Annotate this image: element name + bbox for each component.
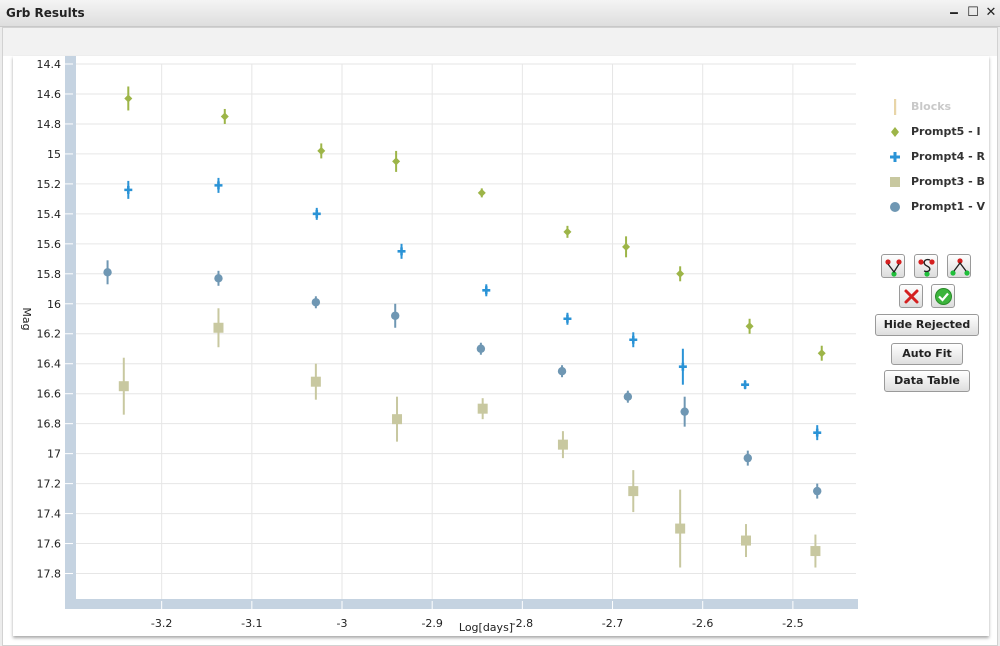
y-tick-label: 17	[47, 448, 61, 461]
prompt4-r-point[interactable]	[312, 209, 321, 218]
prompt3-b-point[interactable]	[118, 381, 129, 392]
prompt4-r-point[interactable]	[813, 428, 822, 437]
chart-plot[interactable]: 14.4 14.6 14.8 15 15.2 15.4 15.6 15.8 16 16.2 16.4…	[13, 56, 989, 636]
y-tick-label: 16.6	[37, 388, 62, 401]
prompt1-v-point[interactable]	[743, 453, 752, 463]
y-tick-label: 17.4	[37, 508, 62, 521]
x-tick-label: -3	[337, 617, 348, 630]
prompt1-v-point[interactable]	[103, 268, 112, 277]
prompt4-r-point[interactable]	[397, 247, 406, 256]
window-title: Grb Results	[6, 6, 85, 20]
y-tick-label: 16.2	[37, 328, 62, 341]
minimize-icon[interactable]: 🗕	[949, 5, 959, 20]
hide-rejected-button[interactable]: Hide Rejected	[875, 314, 979, 336]
x-tick-label: -2.5	[782, 617, 803, 630]
prompt3-b-point[interactable]	[810, 546, 821, 557]
chart-panel: 14.4 14.6 14.8 15 15.2 15.4 15.6 15.8 16 16.2 16.4…	[13, 56, 989, 636]
prompt5-i-point[interactable]	[676, 269, 685, 278]
legend-label: Prompt4 - R	[911, 150, 985, 163]
prompt4-r-point[interactable]	[482, 286, 491, 295]
legend-swatch-diamond-icon	[891, 127, 899, 137]
prompt1-v-point[interactable]	[476, 344, 486, 353]
y-tick-label: 14.8	[37, 118, 62, 131]
y-tick-label: 17.2	[37, 478, 62, 491]
y-tick-label: 15.6	[37, 238, 62, 251]
x-tick-label: -2.8	[512, 617, 533, 630]
prompt5-i-point[interactable]	[477, 188, 486, 197]
maximize-icon[interactable]: ☐	[967, 5, 979, 20]
fit-s-icon[interactable]	[914, 254, 938, 278]
prompt3-b-point[interactable]	[557, 439, 568, 450]
prompt5-i-point[interactable]	[563, 227, 572, 236]
data-table-button[interactable]: Data Table	[884, 370, 970, 392]
prompt3-b-point[interactable]	[628, 486, 639, 497]
prompt5-i-point[interactable]	[124, 94, 133, 103]
toolbar-strip	[3, 28, 997, 56]
prompt3-b-point[interactable]	[675, 523, 686, 534]
prompt4-r-point[interactable]	[629, 335, 638, 344]
fit-v-icon[interactable]	[881, 254, 905, 278]
reject-x-icon[interactable]	[899, 284, 923, 308]
y-tick-label: 15.4	[37, 208, 62, 221]
prompt3-b-point[interactable]	[392, 414, 403, 425]
prompt1-v-point[interactable]	[391, 311, 400, 320]
close-icon[interactable]: ✕	[985, 5, 997, 20]
prompt1-v-point[interactable]	[813, 486, 822, 496]
y-tick-label: 14.4	[37, 58, 62, 71]
prompt5-i-point[interactable]	[817, 349, 826, 358]
prompt5-i-point[interactable]	[745, 322, 754, 331]
x-tick-label: -2.7	[602, 617, 623, 630]
legend-label: Prompt5 - I	[911, 125, 981, 138]
window-titlebar: Grb Results 🗕 ☐ ✕	[0, 0, 1000, 27]
x-tick-label: -3.2	[151, 617, 172, 630]
legend-swatch-square-icon	[890, 177, 900, 187]
prompt3-b-point[interactable]	[310, 376, 321, 387]
prompt5-i-point[interactable]	[622, 242, 631, 251]
x-axis-bar	[65, 599, 858, 609]
prompt1-v-point[interactable]	[623, 392, 633, 401]
fit-a-icon[interactable]	[947, 254, 971, 278]
y-tick-label: 16	[47, 298, 61, 311]
legend-label: Blocks	[911, 100, 952, 113]
prompt4-r-point[interactable]	[741, 380, 750, 389]
x-tick-label: -2.6	[692, 617, 713, 630]
prompt5-i-point[interactable]	[220, 112, 229, 121]
prompt1-v-point[interactable]	[680, 407, 689, 416]
x-tick-label: -2.9	[421, 617, 442, 630]
x-axis-title: Log[days]	[459, 621, 513, 634]
prompt5-i-point[interactable]	[392, 157, 401, 166]
window-body: 14.4 14.6 14.8 15 15.2 15.4 15.6 15.8 16 16.2 16.4…	[2, 27, 998, 646]
prompt4-r-point[interactable]	[563, 314, 572, 323]
prompt3-b-point[interactable]	[213, 322, 224, 333]
prompt3-b-point[interactable]	[477, 403, 488, 414]
y-tick-label: 16.4	[37, 358, 62, 371]
legend-swatch-circle-icon	[890, 202, 900, 212]
prompt3-b-point[interactable]	[740, 535, 751, 546]
legend-label: Prompt1 - V	[911, 200, 986, 213]
accept-check-icon[interactable]	[931, 284, 955, 308]
prompt4-r-point[interactable]	[214, 181, 223, 190]
prompt1-v-point[interactable]	[311, 298, 321, 307]
prompt4-r-point[interactable]	[124, 185, 133, 194]
x-tick-label: -3.1	[241, 617, 262, 630]
prompt1-v-point[interactable]	[557, 367, 567, 376]
y-tick-label: 15	[47, 148, 61, 161]
y-axis-title: Mag	[20, 307, 33, 330]
auto-fit-button[interactable]: Auto Fit	[891, 343, 963, 365]
y-tick-label: 17.6	[37, 538, 62, 551]
y-tick-label: 15.2	[37, 178, 62, 191]
y-tick-label: 14.6	[37, 88, 62, 101]
legend-swatch-plus-icon	[890, 152, 900, 162]
legend-swatch-bar-icon	[894, 99, 897, 115]
y-tick-label: 16.8	[37, 418, 62, 431]
prompt5-i-point[interactable]	[317, 146, 326, 155]
y-axis-bar	[65, 56, 76, 609]
legend-label: Prompt3 - B	[911, 175, 985, 188]
prompt1-v-point[interactable]	[214, 274, 223, 283]
prompt4-r-point[interactable]	[678, 362, 687, 371]
y-tick-label: 17.8	[37, 568, 62, 581]
y-tick-label: 15.8	[37, 268, 62, 281]
